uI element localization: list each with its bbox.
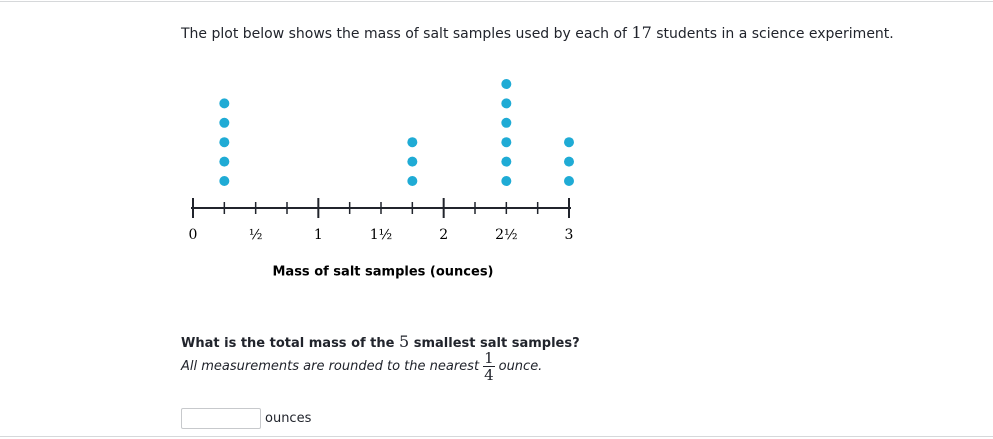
note-text: ounce. (498, 359, 543, 374)
dot (501, 98, 512, 109)
dot-column (407, 137, 418, 186)
dot (564, 156, 574, 167)
x-tick-label: 1 (314, 227, 323, 243)
dot (219, 117, 230, 128)
top-rule (0, 1, 993, 2)
x-tick-label: ½ (249, 227, 263, 243)
dot-column (564, 137, 574, 186)
dot (219, 176, 230, 186)
question-number: 5 (399, 332, 410, 351)
x-tick-label: 0 (189, 227, 198, 243)
question: What is the total mass of the 5 smallest… (181, 332, 580, 351)
dot (564, 137, 574, 148)
dot (501, 156, 512, 167)
x-axis-label: Mass of salt samples (ounces) (272, 265, 493, 280)
x-tick-label: 1½ (370, 227, 392, 243)
x-tick-label: 2 (439, 227, 448, 243)
intro-text: students in a science experiment. (656, 26, 894, 42)
dot-column (219, 98, 230, 186)
dot-plot: Mass of salt samples (ounces) 0 ½ 1 1½ 2 2½ 3 (189, 79, 574, 280)
bottom-rule (0, 436, 993, 437)
x-tick-label: 3 (565, 227, 574, 243)
dot (501, 79, 512, 89)
dot (501, 137, 512, 148)
dot (407, 137, 418, 148)
intro-text: The plot below shows the mass of salt sa… (181, 26, 627, 42)
intro-number: 17 (631, 23, 652, 42)
answer-unit: ounces (265, 411, 312, 426)
numerator: 1 (483, 349, 495, 367)
dot (501, 117, 512, 128)
question-text: smallest salt samples? (413, 336, 580, 351)
dot (501, 176, 512, 186)
answer-input[interactable] (181, 408, 261, 429)
dot (219, 137, 230, 148)
fraction: 1 4 (483, 350, 495, 383)
dot (407, 176, 418, 186)
note: All measurements are rounded to the near… (181, 350, 542, 383)
note-text: All measurements are rounded to the near… (181, 359, 480, 374)
dot (219, 98, 230, 109)
dot (219, 156, 230, 167)
dot-column (501, 79, 512, 186)
x-tick-label: 2½ (495, 227, 517, 243)
dot (564, 176, 574, 186)
question-text: What is the total mass of the (181, 336, 395, 351)
intro: The plot below shows the mass of salt sa… (181, 23, 894, 42)
denominator: 4 (484, 366, 494, 384)
dot (407, 156, 418, 167)
